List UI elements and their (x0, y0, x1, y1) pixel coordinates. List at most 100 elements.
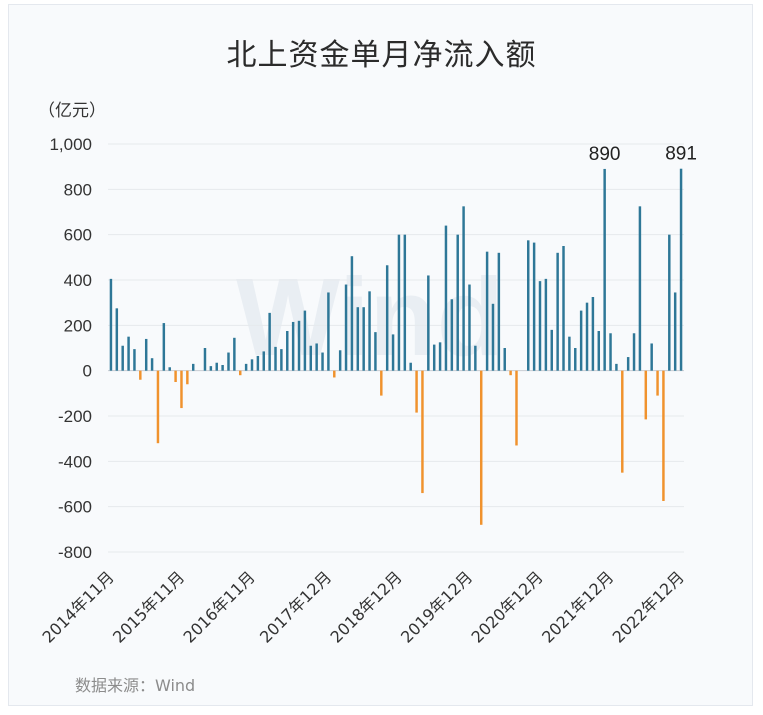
bar (256, 355, 260, 371)
bar (215, 362, 218, 371)
bar (368, 291, 371, 371)
bar (315, 343, 318, 371)
bar (180, 370, 183, 409)
bar (456, 234, 459, 371)
bar (438, 342, 442, 371)
bar (115, 308, 119, 371)
bar (615, 363, 618, 371)
bar (309, 345, 313, 371)
bar (121, 345, 124, 371)
bars (109, 168, 683, 525)
y-tick-label: -200 (58, 407, 92, 426)
bar (603, 168, 606, 371)
bar (562, 246, 565, 371)
bar (233, 337, 236, 371)
bar (156, 370, 160, 444)
bar (403, 234, 407, 371)
bar (274, 346, 277, 371)
bar (579, 310, 583, 371)
bar (421, 370, 424, 494)
bar (644, 370, 648, 420)
bar (109, 278, 113, 371)
y-tick-label: 1,000 (49, 135, 92, 154)
bar (268, 312, 271, 371)
bar (262, 351, 265, 371)
x-tick-label: 2018年12月 (327, 567, 406, 646)
bar (356, 307, 360, 371)
bar (350, 256, 354, 371)
bar (338, 350, 342, 371)
chart-card (8, 4, 753, 706)
bar (515, 370, 518, 446)
bar (139, 370, 142, 380)
bar (485, 251, 489, 371)
x-tick-label: 2019年12月 (397, 567, 476, 646)
y-tick-label: 800 (64, 180, 92, 199)
bar (397, 234, 401, 371)
bar (168, 367, 171, 371)
bar (144, 338, 148, 371)
bar (385, 265, 389, 371)
y-tick-label: 600 (64, 226, 92, 245)
bar (162, 323, 166, 371)
bar (638, 206, 642, 371)
y-tick-label: -800 (58, 543, 92, 562)
bar (656, 370, 659, 396)
bar (497, 252, 501, 371)
y-tick-label: 0 (83, 362, 92, 381)
bar (303, 310, 307, 371)
bar (374, 332, 377, 371)
bar (450, 299, 454, 371)
bar (491, 303, 495, 371)
y-tick-label: -400 (58, 452, 92, 471)
bar (239, 370, 242, 376)
data-label: 890 (589, 144, 621, 165)
bar (527, 240, 530, 371)
x-tick-label: 2015年11月 (109, 567, 188, 646)
x-tick-label: 2014年11月 (39, 567, 118, 646)
x-tick-label: 2016年11月 (180, 567, 259, 646)
y-tick-label: -600 (58, 498, 92, 517)
bar (297, 320, 301, 371)
bar (479, 370, 483, 525)
x-tick-label: 2020年12月 (468, 567, 547, 646)
bar (427, 275, 430, 371)
bar (591, 297, 595, 371)
bar (673, 292, 677, 371)
bar (509, 370, 512, 376)
y-axis-ticks: -800 -600 -400 -200 0 200 400 600 800 1,000 (49, 135, 92, 562)
y-axis-unit-label: （亿元） (38, 101, 106, 121)
bar (585, 302, 589, 371)
bar (280, 349, 283, 371)
bar (291, 321, 295, 371)
bar (462, 206, 465, 371)
bar (568, 336, 571, 371)
bar (362, 307, 365, 371)
bar (432, 344, 436, 371)
bar (333, 370, 336, 378)
bar (532, 242, 536, 371)
bar (609, 333, 612, 371)
bar (391, 334, 395, 371)
data-label: 891 (665, 144, 697, 165)
bar (380, 370, 383, 396)
bar (650, 343, 653, 371)
bar (550, 329, 553, 371)
bar (574, 348, 577, 371)
x-tick-label: 2021年12月 (538, 567, 617, 646)
bar (626, 357, 630, 371)
bar (632, 333, 636, 371)
bar (321, 352, 324, 371)
bar (679, 168, 683, 371)
y-tick-label: 400 (64, 271, 92, 290)
x-tick-label: 2017年12月 (256, 567, 335, 646)
bar (209, 366, 213, 371)
data-labels: 890 891 (589, 144, 697, 165)
bar (244, 363, 248, 371)
x-tick-label: 2022年12月 (609, 567, 688, 646)
bar (186, 370, 189, 385)
bar (286, 331, 289, 371)
bar (133, 349, 136, 371)
bar (538, 281, 542, 371)
bar (474, 345, 477, 371)
